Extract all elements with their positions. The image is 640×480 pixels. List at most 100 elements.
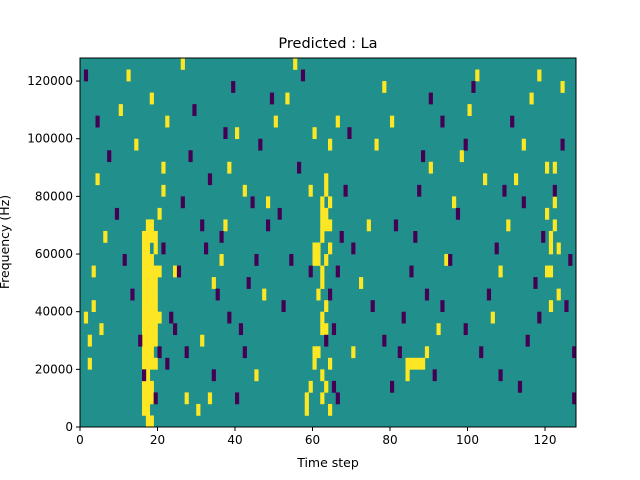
heatmap-cell-high — [142, 254, 147, 266]
heatmap-cell-low — [564, 300, 569, 312]
heatmap-cell-high — [444, 254, 449, 266]
heatmap-cell-high — [180, 58, 185, 70]
heatmap-cell-high — [95, 173, 100, 186]
heatmap-cell-low — [165, 357, 170, 370]
heatmap-cell-low — [242, 346, 247, 359]
heatmap-cell-low — [83, 69, 89, 82]
x-tick-label: 40 — [227, 433, 242, 447]
heatmap-cell-high — [374, 138, 379, 151]
heatmap-cell-high — [308, 184, 313, 197]
heatmap-cell-high — [552, 196, 557, 209]
heatmap-cell-high — [324, 300, 329, 312]
heatmap-cell-high — [324, 184, 329, 197]
heatmap-cell-low — [308, 265, 313, 278]
heatmap-cell-high — [316, 242, 321, 255]
x-tick-label: 80 — [382, 433, 397, 447]
heatmap-cell-high — [118, 104, 123, 116]
heatmap-cell-high — [142, 357, 147, 370]
heatmap-cell-low — [331, 323, 337, 336]
heatmap-cell-low — [525, 334, 530, 347]
heatmap-cell-low — [502, 184, 507, 197]
heatmap-cell-low — [517, 380, 523, 393]
heatmap-cell-high — [149, 311, 154, 324]
heatmap-cell-low — [161, 242, 166, 255]
heatmap-cell-high — [405, 357, 410, 370]
heatmap-cell-high — [161, 161, 166, 174]
heatmap-cell-high — [149, 323, 154, 336]
heatmap-cell-high — [145, 265, 151, 278]
heatmap-cell-high — [142, 311, 147, 324]
heatmap-cell-high — [428, 161, 433, 174]
y-axis-ticks: 0 20000 40000 60000 80000 100000 120000 — [27, 74, 80, 434]
heatmap-cell-high — [320, 392, 325, 405]
heatmap-cell-low — [390, 380, 395, 393]
heatmap-cell-high — [145, 380, 151, 393]
heatmap-cell-low — [107, 150, 112, 163]
heatmap-cell-high — [548, 242, 554, 255]
heatmap-cell-high — [293, 58, 298, 70]
heatmap-cell-high — [405, 369, 410, 382]
heatmap-cell-low — [204, 242, 209, 255]
heatmap-cell-high — [545, 161, 550, 174]
heatmap-cell-high — [556, 242, 561, 255]
heatmap-cell-high — [142, 323, 147, 336]
heatmap-cell-high — [521, 138, 526, 151]
heatmap-cell-high — [145, 254, 151, 266]
heatmap-cell-high — [285, 92, 290, 105]
heatmap-cell-high — [145, 357, 151, 370]
heatmap-cell-high — [227, 161, 232, 174]
heatmap-cell-high — [153, 323, 158, 336]
heatmap-cell-low — [347, 127, 352, 140]
heatmap-cell-high — [87, 334, 92, 347]
heatmap-cell-low — [568, 254, 573, 266]
heatmap-cell-low — [440, 115, 445, 128]
heatmap-cell-low — [153, 392, 158, 405]
heatmap-cell-high — [560, 81, 565, 93]
heatmap-cell-low — [397, 346, 402, 359]
heatmap-cells — [83, 58, 577, 428]
heatmap-cell-high — [351, 346, 356, 359]
heatmap-cell-high — [320, 311, 325, 324]
heatmap-cell-low — [417, 184, 422, 197]
heatmap-cell-high — [149, 92, 154, 105]
heatmap-cell-high — [324, 323, 329, 336]
heatmap-cell-high — [320, 196, 325, 209]
heatmap-cell-high — [142, 392, 147, 405]
heatmap-cell-high — [413, 357, 418, 370]
heatmap-cell-low — [424, 288, 430, 301]
heatmap-cell-high — [498, 265, 503, 278]
heatmap-cell-high — [324, 380, 329, 393]
heatmap-cell-high — [312, 346, 317, 359]
heatmap-cell-low — [510, 115, 515, 128]
heatmap-cell-low — [169, 311, 174, 324]
heatmap-cell-high — [142, 265, 147, 278]
heatmap-cell-high — [421, 357, 426, 370]
heatmap-cell-high — [149, 392, 154, 405]
heatmap-cell-high — [328, 219, 333, 232]
heatmap-cell-high — [304, 392, 309, 405]
heatmap-cell-high — [149, 277, 154, 289]
heatmap-cell-high — [548, 230, 554, 243]
heatmap-cell-high — [552, 219, 557, 232]
heatmap-cell-high — [142, 334, 147, 347]
heatmap-cell-low — [250, 196, 255, 209]
heatmap-cell-low — [533, 277, 538, 289]
heatmap-cell-low — [231, 81, 236, 93]
heatmap-cell-low — [142, 369, 147, 382]
heatmap-cell-high — [320, 219, 325, 232]
heatmap-cell-high — [142, 380, 147, 393]
heatmap-cell-high — [142, 230, 147, 243]
heatmap-cell-high — [324, 254, 329, 266]
heatmap-cell-high — [149, 288, 154, 301]
heatmap-cell-high — [328, 357, 333, 370]
heatmap-cell-high — [235, 127, 240, 140]
heatmap-cell-high — [184, 392, 189, 405]
heatmap-cell-low — [401, 311, 406, 324]
heatmap-cell-high — [87, 357, 92, 370]
heatmap-cell-low — [211, 369, 216, 382]
heatmap-cell-high — [537, 69, 542, 82]
heatmap-cell-low — [227, 311, 232, 324]
chart-title: Predicted : La — [278, 36, 377, 52]
heatmap-cell-high — [134, 138, 139, 151]
